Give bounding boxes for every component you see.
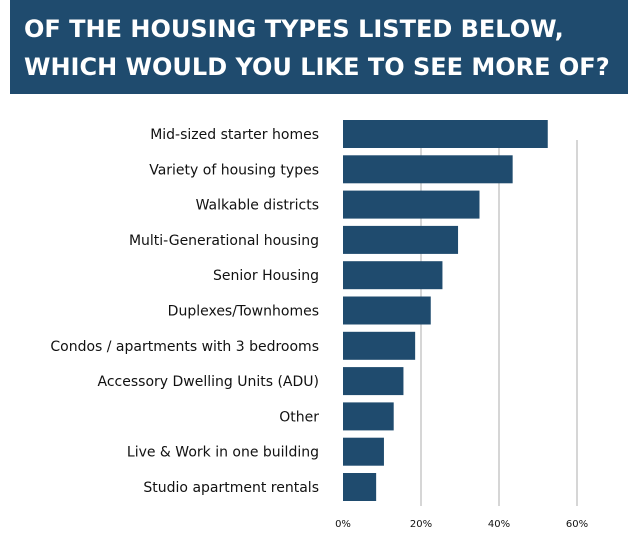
bar	[343, 120, 548, 148]
category-label: Multi-Generational housing	[129, 233, 319, 249]
x-tick-label: 20%	[410, 519, 432, 530]
bar	[343, 261, 443, 290]
category-label: Live & Work in one building	[127, 445, 319, 461]
bar	[343, 437, 384, 466]
bar	[343, 402, 394, 431]
bar	[343, 296, 431, 325]
category-labels: Mid-sized starter homes Variety of housin…	[50, 127, 319, 496]
bar	[343, 331, 416, 360]
category-label: Senior Housing	[213, 268, 319, 284]
bar	[343, 155, 513, 184]
x-axis-ticks: 0% 20% 40% 60%	[335, 519, 588, 530]
category-label: Condos / apartments with 3 bedrooms	[50, 339, 319, 355]
category-label: Walkable districts	[196, 198, 319, 214]
category-label: Studio apartment rentals	[143, 480, 319, 496]
chart-title-line-1: OF THE HOUSING TYPES LISTED BELOW,	[24, 15, 564, 43]
bar	[343, 225, 459, 254]
category-label: Accessory Dwelling Units (ADU)	[98, 374, 319, 390]
category-label: Duplexes/Townhomes	[168, 304, 319, 320]
chart-title-banner: OF THE HOUSING TYPES LISTED BELOW, WHICH…	[10, 0, 628, 94]
bar	[343, 473, 377, 501]
x-tick-label: 60%	[566, 519, 588, 530]
bar	[343, 190, 480, 219]
category-label: Other	[279, 409, 319, 425]
category-label: Mid-sized starter homes	[150, 127, 319, 143]
bar	[343, 367, 404, 396]
bars	[343, 120, 548, 501]
category-label: Variety of housing types	[149, 162, 319, 178]
chart-title-line-2: WHICH WOULD YOU LIKE TO SEE MORE OF?	[24, 53, 610, 81]
x-tick-label: 0%	[335, 519, 351, 530]
x-tick-label: 40%	[488, 519, 510, 530]
